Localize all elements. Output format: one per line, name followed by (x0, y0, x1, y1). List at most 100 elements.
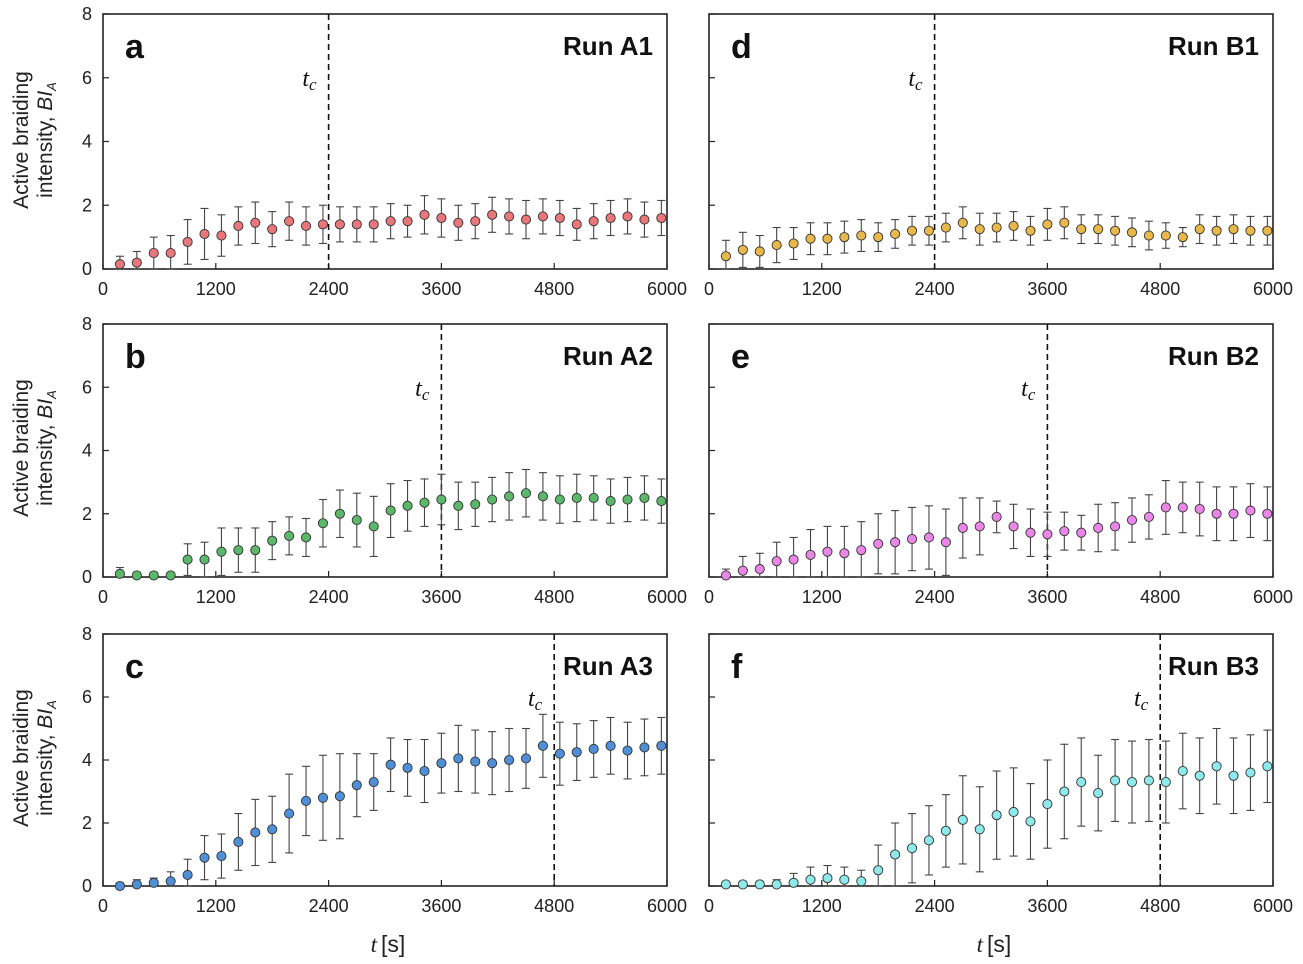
data-point (720, 879, 731, 890)
panel-letter: c (125, 648, 144, 686)
data-point (131, 257, 142, 268)
data-point (754, 246, 765, 257)
data-point (890, 849, 901, 860)
data-point (250, 217, 261, 228)
panel-letter: e (731, 338, 750, 376)
data-point (1093, 224, 1104, 235)
data-point (504, 211, 515, 222)
data-point (267, 535, 278, 546)
data-point (656, 496, 667, 507)
data-point (199, 554, 210, 565)
x-tick-label: 6000 (1253, 896, 1293, 916)
data-point (385, 505, 396, 516)
x-tick-label: 6000 (647, 896, 687, 916)
data-point (639, 742, 650, 753)
data-point (923, 225, 935, 236)
data-point (822, 233, 833, 244)
data-point (1143, 230, 1154, 241)
panel-title: Run B2 (1168, 341, 1259, 371)
data-point (1194, 770, 1205, 781)
data-point (419, 765, 430, 777)
tc-label: tc (908, 66, 923, 94)
data-point (402, 500, 413, 511)
panel-letter: f (731, 648, 743, 686)
data-point (250, 545, 261, 556)
data-point (317, 518, 329, 529)
data-point (1228, 770, 1239, 781)
data-point (334, 791, 345, 802)
panel-f: 0 1200 2400 3600 4800 6000 tc f Run B3 (704, 633, 1293, 916)
data-point (1008, 806, 1019, 818)
data-point (351, 515, 362, 526)
data-point (368, 777, 379, 788)
data-point (940, 222, 951, 233)
data-point (267, 224, 278, 235)
data-point (436, 212, 447, 224)
data-point (1110, 225, 1121, 236)
data-point (1042, 799, 1053, 810)
x-tick-label: 0 (704, 279, 714, 299)
data-point (1076, 527, 1087, 538)
data-point (453, 217, 464, 228)
data-point (537, 740, 548, 751)
data-point (1042, 219, 1053, 230)
data-point (720, 570, 731, 581)
data-point (554, 494, 565, 505)
data-point (1126, 515, 1138, 526)
data-point (114, 880, 125, 892)
data-point (131, 570, 142, 581)
x-axis-label-right: t [s] (977, 931, 1012, 957)
data-point (974, 521, 985, 532)
panel-letter: b (125, 338, 146, 376)
x-axis-label-left: t [s] (371, 931, 406, 957)
data-point (334, 219, 345, 230)
data-point (148, 248, 159, 259)
data-point (940, 537, 951, 548)
y-tick-label: 2 (82, 504, 92, 524)
data-point (906, 843, 918, 854)
data-point (991, 511, 1002, 522)
data-point (639, 492, 650, 503)
panel-b: 0 2 4 6 8 0 1200 2400 3600 4800 6000 tc b Run A2 (82, 314, 687, 607)
data-point (470, 216, 481, 227)
panel-a: 0 2 4 6 8 0 1200 2400 3600 4800 6000 tc a Run A1 (82, 4, 687, 299)
y-axis-label-row-1: Active braiding intensity, BIA (10, 71, 59, 209)
data-point (1025, 816, 1036, 827)
data-point (890, 228, 901, 239)
data-point (520, 488, 532, 499)
y-label-line2: intensity, BIA (34, 82, 59, 198)
data-point (805, 874, 816, 885)
data-point (284, 216, 295, 227)
data-point (622, 211, 633, 222)
y-tick-label: 4 (82, 132, 92, 152)
data-point (656, 740, 667, 751)
x-tick-label: 6000 (1253, 279, 1293, 299)
data-point (588, 743, 599, 755)
data-point (233, 836, 244, 847)
data-point (453, 753, 464, 764)
data-point (720, 251, 731, 262)
data-point (788, 238, 799, 249)
data-point (923, 835, 935, 846)
data-point (1177, 232, 1188, 243)
data-point (622, 494, 633, 505)
data-point (1262, 761, 1273, 772)
data-point (771, 879, 782, 890)
data-point (737, 244, 748, 255)
data-point (1262, 225, 1273, 236)
x-tick-label: 6000 (1253, 587, 1293, 607)
x-tick-label: 0 (98, 587, 108, 607)
tc-label: tc (302, 66, 317, 94)
y-tick-label: 4 (82, 441, 92, 461)
x-tick-label: 0 (704, 896, 714, 916)
data-point (131, 879, 142, 890)
data-point (1025, 527, 1036, 538)
data-point (754, 879, 765, 890)
data-point (300, 532, 312, 543)
data-point (1177, 765, 1188, 777)
panel-d: 0 1200 2400 3600 4800 6000 tc d Run B1 (704, 13, 1293, 299)
data-point (788, 554, 799, 565)
data-point (1126, 777, 1138, 788)
data-point (165, 876, 176, 887)
panel-title: Run B3 (1168, 651, 1259, 681)
